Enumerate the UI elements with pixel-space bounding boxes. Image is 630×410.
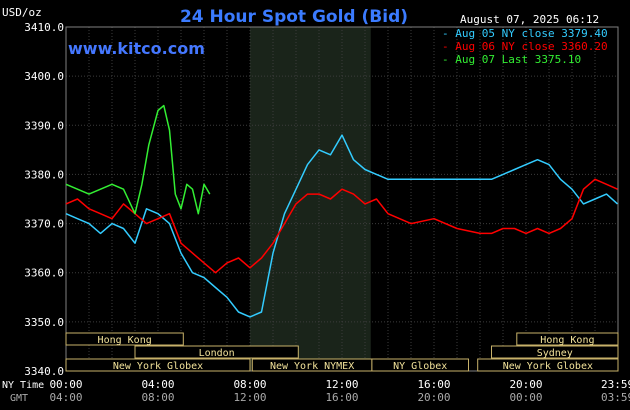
session-box [65, 358, 251, 372]
y-tick-label: 3390.0 [24, 119, 64, 132]
x2-axis-label: GMT [10, 393, 28, 404]
x-tick-label: 16:00 [417, 378, 450, 391]
session-label: Sydney [537, 348, 573, 359]
x2-tick-label: 12:00 [233, 391, 266, 404]
y-tick-label: 3340.0 [24, 365, 64, 378]
brand-label: www.kitco.com [68, 39, 205, 58]
session-box [516, 332, 619, 346]
x-tick-label: 23:59 [601, 378, 630, 391]
x-tick-label: 20:00 [509, 378, 542, 391]
session-label: London [199, 348, 235, 359]
series-line-1 [65, 134, 618, 318]
x2-tick-label: 08:00 [141, 391, 174, 404]
x2-tick-label: 16:00 [325, 391, 358, 404]
x-tick-label: 12:00 [325, 378, 358, 391]
chart-grid [66, 26, 618, 372]
x2-tick-label: 04:00 [49, 391, 82, 404]
y-tick-label: 3370.0 [24, 218, 64, 231]
timestamp: August 07, 2025 06:12 [460, 13, 599, 26]
session-box [134, 345, 299, 359]
legend-entry: - Aug 05 NY close 3379.40 [442, 27, 608, 40]
nymex-session-shading [250, 27, 371, 371]
session-label: New York NYMEX [270, 361, 354, 372]
series-line-3 [65, 104, 211, 215]
x2-tick-label: 20:00 [417, 391, 450, 404]
y-axis-label: USD/oz [2, 6, 42, 19]
x-tick-label: 00:00 [49, 378, 82, 391]
x-tick-label: 08:00 [233, 378, 266, 391]
market-sessions: Hong Kong London New York Globex New York N… [65, 332, 619, 372]
session-box [65, 332, 184, 346]
legend: - Aug 05 NY close 3379.40- Aug 06 NY clo… [442, 27, 608, 66]
y-tick-label: 3350.0 [24, 316, 64, 329]
chart-title: 24 Hour Spot Gold (Bid) [180, 7, 408, 27]
x2-tick-label: 03:59 [601, 391, 630, 404]
series-lines [65, 104, 618, 318]
series-line-2 [65, 178, 618, 274]
x-axis-ticks: 00:0004:0004:0008:0008:0012:0012:0016:00… [49, 378, 630, 404]
session-box [477, 358, 619, 372]
y-tick-label: 3410.0 [24, 21, 64, 34]
x-axis-label: NY Time [2, 380, 44, 391]
legend-entry: - Aug 07 Last 3375.10 [442, 53, 581, 66]
session-label: Hong Kong [540, 335, 594, 346]
y-tick-label: 3380.0 [24, 168, 64, 181]
y-tick-label: 3360.0 [24, 267, 64, 280]
y-axis-ticks: 3410.0 3400.0 3390.0 3380.0 3370.0 3360.0 3350… [24, 21, 64, 378]
session-label: NY Globex [393, 361, 447, 372]
session-box [371, 358, 469, 372]
session-box [491, 345, 619, 359]
x2-tick-label: 00:00 [509, 391, 542, 404]
legend-entry: - Aug 06 NY close 3360.20 [442, 40, 608, 53]
session-label: New York Globex [503, 361, 593, 372]
x-tick-label: 04:00 [141, 378, 174, 391]
session-label: New York Globex [113, 361, 203, 372]
y-tick-label: 3400.0 [24, 70, 64, 83]
session-label: Hong Kong [98, 335, 152, 346]
